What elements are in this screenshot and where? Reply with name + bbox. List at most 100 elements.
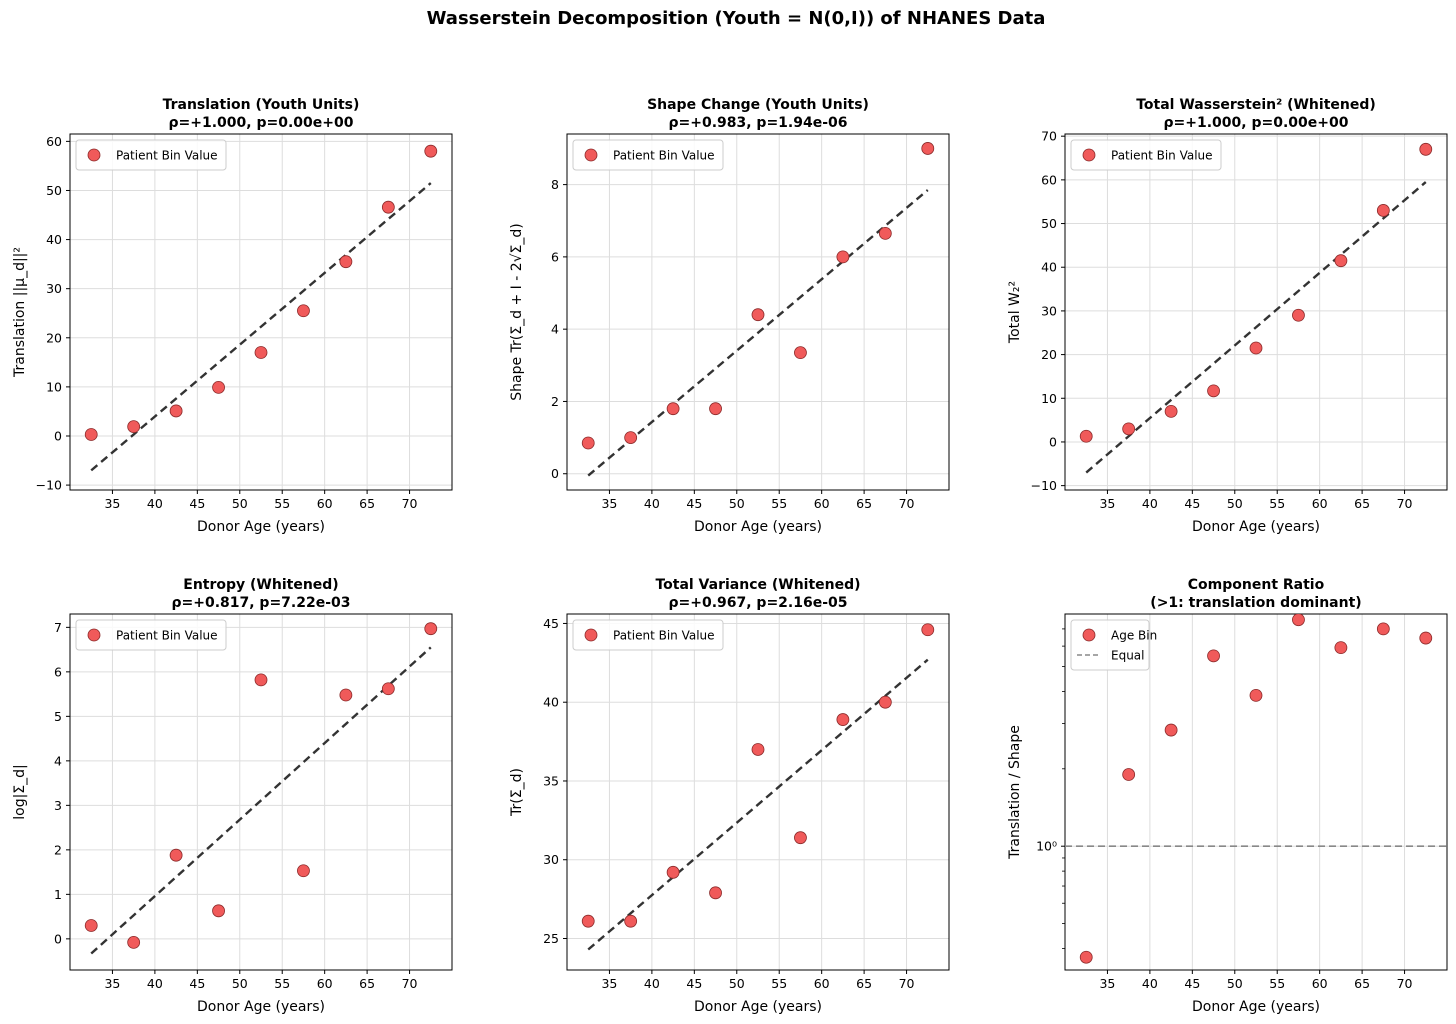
data-point <box>836 250 850 264</box>
chart-title: Total Variance (Whitened) <box>655 577 860 593</box>
legend-marker <box>1082 628 1096 642</box>
legend-box <box>572 139 724 171</box>
y-axis-label: Total W₂² <box>1007 281 1023 344</box>
legend-box <box>572 619 724 651</box>
legend: Patient Bin Value <box>75 619 227 651</box>
y-tick-label: 0 <box>1049 434 1057 449</box>
x-tick-label: 65 <box>1354 496 1370 511</box>
legend-label: Patient Bin Value <box>116 629 218 643</box>
x-tick-label: 40 <box>644 496 660 511</box>
data-point <box>297 304 310 318</box>
x-axis-label: Donor Age (years) <box>1192 519 1320 535</box>
data-point <box>794 831 807 845</box>
legend-marker <box>1082 148 1096 162</box>
data-point <box>169 404 183 418</box>
plot-area <box>1079 142 1433 474</box>
x-tick-label: 55 <box>274 976 290 991</box>
data-point <box>381 682 395 696</box>
y-tick-label: 30 <box>46 281 62 296</box>
x-tick-label: 50 <box>232 496 248 511</box>
y-tick-label: 10⁰ <box>1036 839 1057 854</box>
data-point <box>1249 341 1263 355</box>
x-tick-label: 60 <box>814 496 830 511</box>
y-tick-label: 20 <box>1041 347 1057 362</box>
data-point <box>709 886 722 900</box>
x-tick-label: 40 <box>147 496 163 511</box>
plot-area <box>84 622 438 955</box>
x-tick-label: 45 <box>189 496 205 511</box>
legend: Patient Bin Value <box>1070 139 1222 171</box>
trend-line <box>587 189 929 477</box>
legend-box <box>1070 619 1150 671</box>
x-tick-label: 50 <box>1227 976 1243 991</box>
data-point <box>1207 384 1220 398</box>
data-point <box>1376 204 1390 217</box>
legend: Age Bin Equal <box>1070 619 1157 671</box>
plot-area <box>84 144 438 472</box>
y-tick-label: 30 <box>1041 303 1057 318</box>
y-tick-label: −10 <box>1031 478 1057 493</box>
x-tick-label: 65 <box>856 496 872 511</box>
x-tick-label: 65 <box>856 976 872 991</box>
data-point <box>1207 649 1220 663</box>
chart-subtitle: ρ=+0.983, p=1.94e-06 <box>668 115 847 131</box>
data-point <box>921 623 935 637</box>
y-tick-label: 10 <box>46 379 62 394</box>
data-point <box>339 255 353 269</box>
legend-box <box>75 139 227 171</box>
chart-panel-1: 35 40 45 50 55 60 65 70 −10 0 10 20 30 40 50 60 Donor Ag… <box>12 97 453 535</box>
x-tick-label: 60 <box>1312 496 1328 511</box>
x-tick-label: 40 <box>1142 496 1158 511</box>
chart-subtitle: ρ=+0.817, p=7.22e-03 <box>171 595 350 611</box>
data-point <box>1419 142 1433 156</box>
y-tick-label: 50 <box>46 183 62 198</box>
data-point <box>794 346 807 360</box>
chart-subtitle: ρ=+0.967, p=2.16e-05 <box>668 595 847 611</box>
data-point <box>1122 422 1136 436</box>
y-axis-label: log|Σ_d| <box>12 764 28 820</box>
chart-title: Shape Change (Youth Units) <box>647 97 869 113</box>
data-point <box>878 226 892 240</box>
data-point <box>1079 950 1093 964</box>
data-point <box>666 865 680 879</box>
axes-frame <box>566 133 950 491</box>
x-tick-label: 55 <box>1269 976 1285 991</box>
x-axis-label: Donor Age (years) <box>197 519 325 535</box>
figure-title: Wasserstein Decomposition (Youth = N(0,I… <box>427 8 1046 29</box>
x-tick-label: 60 <box>814 976 830 991</box>
y-tick-label: 30 <box>543 852 559 867</box>
chart-title: Component Ratio <box>1188 577 1325 593</box>
trend-line <box>90 182 432 472</box>
data-point <box>127 936 141 949</box>
x-tick-label: 35 <box>1099 496 1115 511</box>
x-axis-label: Donor Age (years) <box>694 519 822 535</box>
data-point <box>1419 631 1433 645</box>
y-tick-label: 2 <box>551 394 559 409</box>
chart-panel-3: 35 40 45 50 55 60 65 70 −10 0 10 20 30 40 50 60 70 Donor … <box>1007 97 1448 535</box>
legend-label: Patient Bin Value <box>116 149 218 163</box>
data-point <box>297 864 310 878</box>
legend: Patient Bin Value <box>572 139 724 171</box>
data-point <box>1376 622 1390 636</box>
data-point <box>921 142 935 155</box>
y-tick-label: 0 <box>54 428 62 443</box>
x-tick-label: 70 <box>899 976 915 991</box>
data-point <box>709 402 722 416</box>
y-tick-label: 25 <box>543 931 559 946</box>
x-tick-label: 40 <box>1142 976 1158 991</box>
x-tick-label: 55 <box>274 496 290 511</box>
legend-label: Patient Bin Value <box>1111 149 1213 163</box>
y-tick-label: 3 <box>54 798 62 813</box>
data-point <box>624 914 638 928</box>
x-tick-label: 65 <box>359 496 375 511</box>
chart-subtitle: ρ=+1.000, p=0.00e+00 <box>1164 115 1349 131</box>
legend-label: Age Bin <box>1111 629 1157 643</box>
chart-subtitle: ρ=+1.000, p=0.00e+00 <box>169 115 354 131</box>
y-tick-label: 20 <box>46 330 62 345</box>
data-point <box>836 713 850 726</box>
y-axis-label: Tr(Σ_d) <box>509 768 525 817</box>
data-point <box>1122 768 1136 781</box>
x-tick-label: 70 <box>1397 496 1413 511</box>
data-point <box>1079 429 1093 443</box>
data-point <box>666 402 680 416</box>
